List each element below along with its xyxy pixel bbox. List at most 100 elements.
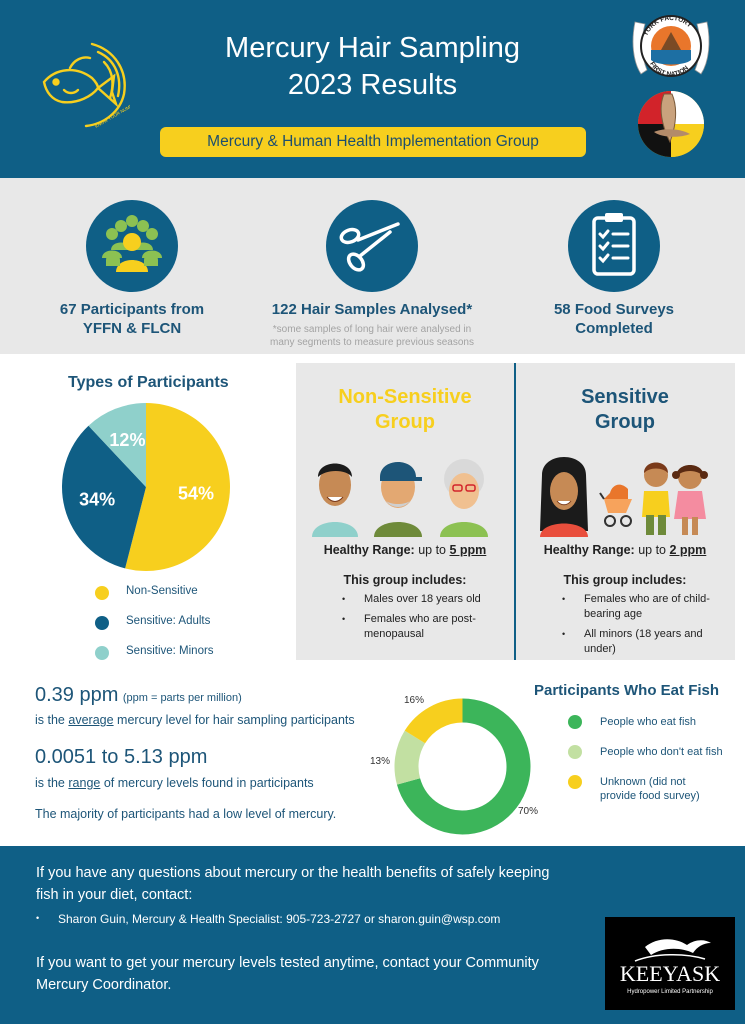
unit-note: (ppm = parts per million) — [122, 692, 242, 704]
pie-slice-2 — [88, 403, 146, 487]
list-item: All minors (18 years and under) — [562, 627, 732, 657]
sensitive-title: Sensitive Group — [516, 385, 734, 435]
fish-donut-chart — [394, 698, 531, 835]
footer-questions-line1: If you have any questions about mercury … — [36, 865, 550, 881]
stat-note-line2: many segments to measure previous season… — [270, 337, 474, 348]
stat-note-line1: *some samples of long hair were analysed… — [272, 324, 472, 335]
flcn-logo-icon — [638, 91, 704, 157]
legend-swatch-unknown — [568, 775, 582, 789]
sensitive-includes-title: This group includes: — [563, 573, 687, 587]
yffn-logo-icon: YORK FACTORY FIRST NATION — [632, 15, 710, 78]
footer-test-line1: If you want to get your mercury levels t… — [36, 955, 539, 971]
legend-label: Unknown (did not provide food survey) — [600, 775, 700, 803]
stat-hair-samples-label: 122 Hair Samples Analysed* — [271, 301, 473, 318]
average-description: is the average mercury level for hair sa… — [35, 713, 355, 727]
non-sensitive-title: Non-Sensitive Group — [296, 385, 514, 435]
keeyask-logo-sub: Hydropower Limited Partnership — [627, 989, 713, 995]
footer-testing: If you want to get your mercury levels t… — [36, 952, 596, 996]
non-sensitive-range: Healthy Range: up to 5 ppm — [296, 543, 514, 557]
pie-label-0: 54% — [178, 483, 214, 503]
average-post: mercury level for hair sampling particip… — [117, 713, 355, 727]
bullet-icon: • — [36, 913, 40, 923]
range-label: Healthy Range: — [543, 543, 635, 557]
footer-questions: If you have any questions about mercury … — [36, 862, 596, 906]
pie-label-1: 34% — [79, 490, 115, 510]
participants-chart-title: Types of Participants — [68, 374, 229, 391]
legend-swatch-no-fish — [568, 745, 582, 759]
adults-illustration-icon — [312, 459, 488, 537]
clipboard-checklist-icon — [568, 200, 660, 292]
range-mercury-value: 0.0051 to 5.13 ppm — [35, 746, 208, 768]
range-label: Healthy Range: — [323, 543, 415, 557]
range-value: 5 ppm — [449, 543, 487, 557]
title-line-2: 2023 Results — [287, 69, 458, 101]
page-title: Mercury Hair Sampling 2023 Results — [170, 30, 575, 104]
average-word: average — [68, 713, 114, 727]
contact-text: Sharon Guin, Mercury & Health Specialist… — [58, 912, 501, 926]
legend-swatch-non-sensitive — [95, 586, 109, 600]
range-word: range — [68, 776, 101, 790]
keeyask-logo-icon: KEEYASK Hydropower Limited Partnership — [605, 917, 735, 1010]
average-value: 0.39 ppm — [35, 684, 119, 706]
legend-item-non-sensitive: Non-Sensitive — [92, 583, 292, 601]
stat-food-surveys-label: 58 Food Surveys Completed — [490, 300, 738, 338]
non-sensitive-includes-list: Males over 18 years old Females who are … — [342, 592, 512, 647]
legend-swatch-sensitive-adults — [95, 616, 109, 630]
sensitive-title-line2: Group — [595, 411, 655, 433]
participants-pie-chart: 54% 34% 12% — [61, 403, 230, 571]
list-item: Females who are of child-bearing age — [562, 592, 732, 622]
stat-participants-line1: 67 Participants from — [59, 301, 205, 318]
range-post: of mercury levels found in participants — [103, 776, 314, 790]
pie-slice-0 — [125, 403, 230, 571]
range-prefix: up to — [638, 543, 666, 557]
legend-unknown-line2: provide food survey) — [600, 790, 700, 802]
stat-hair-samples-note: *some samples of long hair were analysed… — [248, 323, 496, 349]
average-pre: is the — [35, 713, 65, 727]
stat-food-line1: 58 Food Surveys — [553, 301, 675, 318]
footer-test-line2: Mercury Coordinator. — [36, 977, 172, 993]
range-description: is the range of mercury levels found in … — [35, 776, 314, 790]
family-illustration-icon — [540, 457, 708, 537]
list-item: Females who are post-menopausal — [342, 612, 512, 642]
legend-label: Sensitive: Minors — [126, 645, 214, 657]
range-prefix: up to — [418, 543, 446, 557]
legend-label: People who eat fish — [600, 716, 697, 728]
donut-segment-1 — [394, 730, 426, 785]
list-item: Males over 18 years old — [342, 592, 512, 607]
fish-logo-text: KNOW YOUR NUMBER — [94, 100, 130, 129]
stat-food-line2: Completed — [575, 320, 653, 337]
groups-divider — [514, 363, 516, 660]
legend-label: Non-Sensitive — [126, 585, 198, 597]
legend-item-sensitive-adults: Sensitive: Adults — [92, 613, 292, 631]
range-value: 2 ppm — [669, 543, 707, 557]
legend-label: People who don't eat fish — [600, 746, 723, 758]
donut-label-eat-fish: 70% — [518, 806, 539, 817]
non-sensitive-includes-title: This group includes: — [343, 573, 467, 587]
footer-questions-line2: fish in your diet, contact: — [36, 887, 193, 903]
sensitive-group: Sensitive Group — [516, 363, 734, 660]
donut-label-unknown: 16% — [404, 695, 425, 706]
legend-swatch-eat-fish — [568, 715, 582, 729]
donut-label-no-fish: 13% — [370, 756, 391, 767]
groups-panel: Non-Sensitive Group Healthy Range: up to… — [296, 363, 735, 660]
range-pre: is the — [35, 776, 65, 790]
legend-label: Sensitive: Adults — [126, 615, 211, 627]
majority-note: The majority of participants had a low l… — [35, 807, 337, 821]
scissors-icon — [326, 200, 418, 292]
fish-logo-icon: KNOW YOUR NUMBER — [42, 42, 130, 129]
stat-participants-line2: YFFN & FLCN — [82, 320, 182, 337]
people-group-icon — [86, 200, 178, 292]
non-sensitive-title-line1: Non-Sensitive — [338, 386, 472, 408]
donut-segment-0 — [396, 698, 531, 835]
subtitle-banner: Mercury & Human Health Implementation Gr… — [160, 127, 586, 157]
stat-participants-label: 67 Participants from YFFN & FLCN — [8, 300, 256, 338]
pie-label-2: 12% — [109, 430, 145, 450]
sensitive-range: Healthy Range: up to 2 ppm — [516, 543, 734, 557]
non-sensitive-group: Non-Sensitive Group Healthy Range: up to… — [296, 363, 514, 660]
header-banner: KNOW YOUR NUMBER Mercury Hair Sampling 2… — [0, 0, 745, 178]
non-sensitive-title-line2: Group — [375, 411, 435, 433]
sensitive-includes-list: Females who are of child-bearing age All… — [562, 592, 732, 662]
legend-item-sensitive-minors: Sensitive: Minors — [92, 643, 292, 661]
donut-segment-2 — [404, 698, 464, 744]
keeyask-logo-text: KEEYASK — [620, 961, 720, 986]
